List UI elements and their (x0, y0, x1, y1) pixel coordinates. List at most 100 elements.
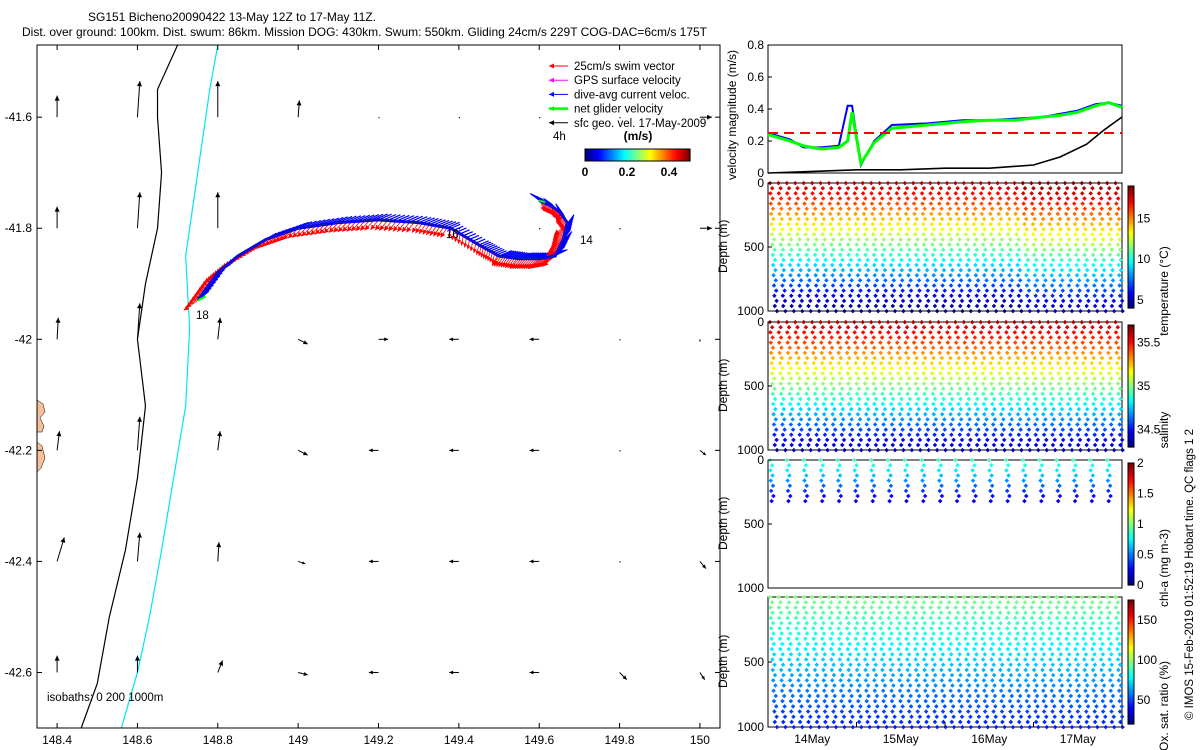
profile-sample (904, 498, 909, 504)
profile-sample (1052, 308, 1058, 314)
profile-sample (905, 667, 910, 673)
profile-sample (991, 652, 996, 657)
profile-sample (957, 719, 963, 725)
profile-sample (915, 237, 920, 242)
profile-sample (805, 226, 810, 232)
profile-sample (1036, 724, 1041, 730)
swim-vector-head (523, 263, 529, 269)
profile-sample (992, 406, 997, 412)
profile-sample (1056, 371, 1061, 376)
profile-sample (798, 406, 803, 412)
profile-sample (780, 247, 786, 252)
profile-sample (1068, 288, 1074, 293)
profile-sample (781, 683, 787, 688)
profile-sample (822, 422, 827, 427)
profile-sample (1057, 345, 1062, 351)
profile-sample (1025, 247, 1030, 252)
profile-sample (892, 714, 897, 720)
profile-sample (779, 678, 784, 683)
profile-sample (941, 303, 946, 309)
profile-sample (872, 412, 878, 417)
profile-sample (932, 396, 938, 402)
profile-sample (1081, 360, 1086, 366)
profile-sample (1117, 698, 1122, 704)
profile-sample (822, 237, 828, 242)
profile-sample (835, 180, 840, 186)
profile-sample (788, 226, 793, 232)
profile-sample (1088, 319, 1093, 325)
colorbar-swatch (1128, 190, 1134, 194)
profile-sample (1093, 683, 1098, 688)
profile-sample (993, 427, 998, 432)
profile-sample (843, 191, 849, 196)
profile-sample (786, 232, 792, 237)
profile-sample (1041, 709, 1047, 714)
profile-sample (1066, 283, 1072, 288)
profile-sample (931, 412, 937, 417)
profile-sample (955, 196, 961, 201)
profile-sample (814, 386, 820, 391)
sfc-velocity-dot (538, 227, 541, 230)
profile-sample (772, 247, 777, 252)
profile-sample (811, 350, 816, 356)
profile-sample (978, 605, 984, 610)
map-xtick-label: 149.4 (444, 733, 474, 747)
profile-sample (1030, 626, 1035, 631)
track-label-16: 16 (446, 229, 459, 241)
profile-sample (892, 724, 898, 730)
sfc-velocity-arrow (136, 81, 141, 118)
profile-sample (1095, 724, 1100, 730)
profile-sample (914, 401, 919, 407)
section-ylabel: Depth (m) (716, 497, 730, 550)
profile-sample (909, 714, 914, 720)
profile-sample (1056, 324, 1062, 330)
profile-sample (940, 422, 945, 427)
profile-sample (1105, 201, 1111, 206)
profile-sample (863, 252, 868, 258)
profile-sample (1100, 226, 1105, 232)
profile-sample (778, 391, 784, 397)
profile-sample (1060, 288, 1066, 293)
colorbar-swatch (1128, 207, 1134, 211)
colorbar-swatch (1128, 344, 1134, 348)
profile-sample (1080, 350, 1086, 356)
profile-sample (1116, 412, 1122, 417)
profile-sample (1024, 412, 1029, 417)
section-colorbar-tick-label: 50 (1137, 693, 1151, 707)
profile-sample (1009, 278, 1015, 283)
profile-sample (1089, 350, 1094, 356)
profile-sample (932, 376, 937, 381)
profile-sample (988, 221, 994, 227)
profile-sample (819, 478, 824, 483)
profile-sample (897, 678, 902, 683)
profile-sample (922, 206, 927, 212)
profile-sample (840, 396, 845, 402)
profile-sample (1027, 308, 1033, 314)
profile-sample (914, 273, 920, 278)
profile-sample (933, 693, 939, 699)
profile-sample (1082, 610, 1087, 616)
profile-sample (789, 406, 795, 412)
profile-sample (959, 714, 965, 720)
profile-sample (1003, 180, 1009, 186)
profile-sample (974, 662, 980, 668)
colorbar-swatch (1128, 465, 1134, 469)
profile-sample (813, 641, 819, 647)
profile-sample (1015, 365, 1021, 371)
colorbar-swatch (683, 149, 686, 161)
profile-sample (987, 615, 993, 621)
profile-sample (835, 340, 841, 345)
colorbar-swatch (1128, 422, 1134, 426)
profile-sample (1052, 427, 1057, 432)
profile-sample (1049, 641, 1055, 647)
profile-sample (872, 273, 878, 278)
profile-sample (963, 381, 969, 386)
profile-sample (850, 437, 855, 443)
profile-sample (1076, 267, 1082, 273)
map-xtick-label: 150 (690, 733, 710, 747)
profile-sample (1099, 355, 1105, 361)
profile-sample (801, 468, 807, 473)
profile-sample (1051, 406, 1056, 412)
profile-sample (1008, 247, 1013, 252)
profile-sample (791, 308, 797, 314)
